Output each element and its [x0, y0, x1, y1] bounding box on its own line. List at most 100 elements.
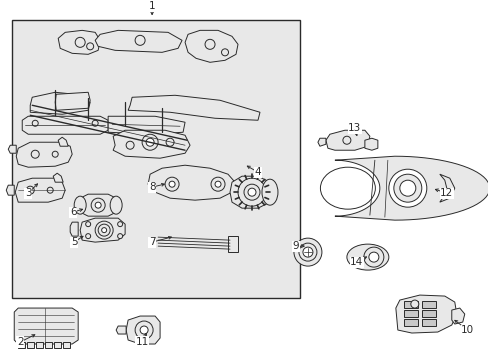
Polygon shape — [128, 95, 260, 120]
Polygon shape — [317, 138, 325, 146]
Polygon shape — [6, 185, 14, 195]
Text: 12: 12 — [439, 188, 452, 198]
Polygon shape — [325, 130, 369, 150]
Polygon shape — [80, 218, 125, 242]
Text: 4: 4 — [254, 167, 261, 177]
Circle shape — [52, 151, 58, 157]
Polygon shape — [95, 30, 182, 52]
Bar — [403, 310, 417, 317]
Circle shape — [98, 224, 110, 236]
Ellipse shape — [95, 221, 113, 239]
Polygon shape — [113, 130, 190, 158]
Circle shape — [85, 222, 90, 227]
Polygon shape — [70, 222, 78, 236]
Polygon shape — [16, 142, 72, 167]
Polygon shape — [14, 308, 78, 344]
Text: 6: 6 — [70, 207, 76, 217]
Text: 3: 3 — [25, 188, 32, 198]
Polygon shape — [184, 30, 238, 62]
Circle shape — [303, 247, 312, 257]
Bar — [63, 342, 70, 348]
Polygon shape — [116, 326, 126, 334]
Polygon shape — [15, 178, 65, 202]
Ellipse shape — [388, 169, 426, 207]
Polygon shape — [126, 316, 160, 344]
Circle shape — [221, 49, 228, 56]
Circle shape — [342, 136, 350, 144]
Polygon shape — [439, 174, 454, 202]
Bar — [421, 301, 435, 308]
Text: 11: 11 — [135, 337, 148, 347]
Circle shape — [368, 252, 378, 262]
Polygon shape — [108, 116, 184, 134]
Polygon shape — [30, 92, 90, 114]
Bar — [421, 310, 435, 317]
Circle shape — [169, 181, 175, 187]
Circle shape — [166, 138, 174, 146]
Polygon shape — [22, 116, 108, 134]
Bar — [27, 342, 34, 348]
Polygon shape — [364, 138, 377, 150]
Circle shape — [247, 188, 255, 196]
Polygon shape — [334, 156, 488, 220]
Circle shape — [399, 180, 415, 196]
Polygon shape — [8, 145, 16, 153]
Ellipse shape — [346, 244, 388, 270]
Text: 7: 7 — [148, 237, 155, 247]
Circle shape — [85, 234, 90, 239]
Circle shape — [135, 321, 153, 339]
Circle shape — [298, 243, 316, 261]
Circle shape — [95, 202, 101, 208]
Polygon shape — [58, 137, 68, 146]
Circle shape — [118, 234, 122, 239]
Circle shape — [363, 247, 383, 267]
Polygon shape — [148, 165, 235, 200]
Circle shape — [146, 138, 154, 146]
Ellipse shape — [110, 196, 122, 214]
Ellipse shape — [262, 179, 277, 205]
Bar — [403, 319, 417, 326]
Circle shape — [126, 141, 134, 149]
Circle shape — [293, 238, 321, 266]
Circle shape — [92, 120, 98, 126]
Circle shape — [410, 300, 418, 308]
Polygon shape — [58, 30, 100, 54]
Text: 14: 14 — [349, 257, 363, 267]
Circle shape — [31, 150, 39, 158]
Circle shape — [32, 120, 38, 126]
Circle shape — [75, 37, 85, 47]
Circle shape — [118, 222, 122, 227]
Polygon shape — [80, 194, 116, 216]
Circle shape — [135, 35, 145, 45]
Bar — [421, 319, 435, 326]
Circle shape — [238, 178, 265, 206]
Text: 1: 1 — [148, 1, 155, 12]
Text: 2: 2 — [17, 337, 23, 347]
Circle shape — [26, 186, 34, 194]
Polygon shape — [227, 236, 238, 252]
Circle shape — [140, 326, 148, 334]
Bar — [12, 21, 299, 298]
Bar — [18, 342, 25, 348]
Circle shape — [142, 134, 158, 150]
Bar — [45, 342, 52, 348]
Circle shape — [204, 39, 215, 49]
Text: 9: 9 — [292, 241, 299, 251]
Circle shape — [47, 187, 53, 193]
Bar — [403, 301, 417, 308]
Polygon shape — [395, 295, 456, 333]
Polygon shape — [451, 308, 464, 324]
Polygon shape — [229, 176, 271, 208]
Text: 5: 5 — [71, 237, 77, 247]
Circle shape — [86, 43, 94, 50]
Bar — [54, 342, 61, 348]
Bar — [36, 342, 43, 348]
Circle shape — [91, 198, 105, 212]
Circle shape — [244, 184, 260, 200]
Ellipse shape — [320, 167, 375, 209]
Polygon shape — [55, 92, 90, 110]
Circle shape — [211, 177, 224, 191]
Text: 13: 13 — [347, 123, 361, 133]
Ellipse shape — [74, 196, 86, 214]
Circle shape — [102, 228, 106, 233]
